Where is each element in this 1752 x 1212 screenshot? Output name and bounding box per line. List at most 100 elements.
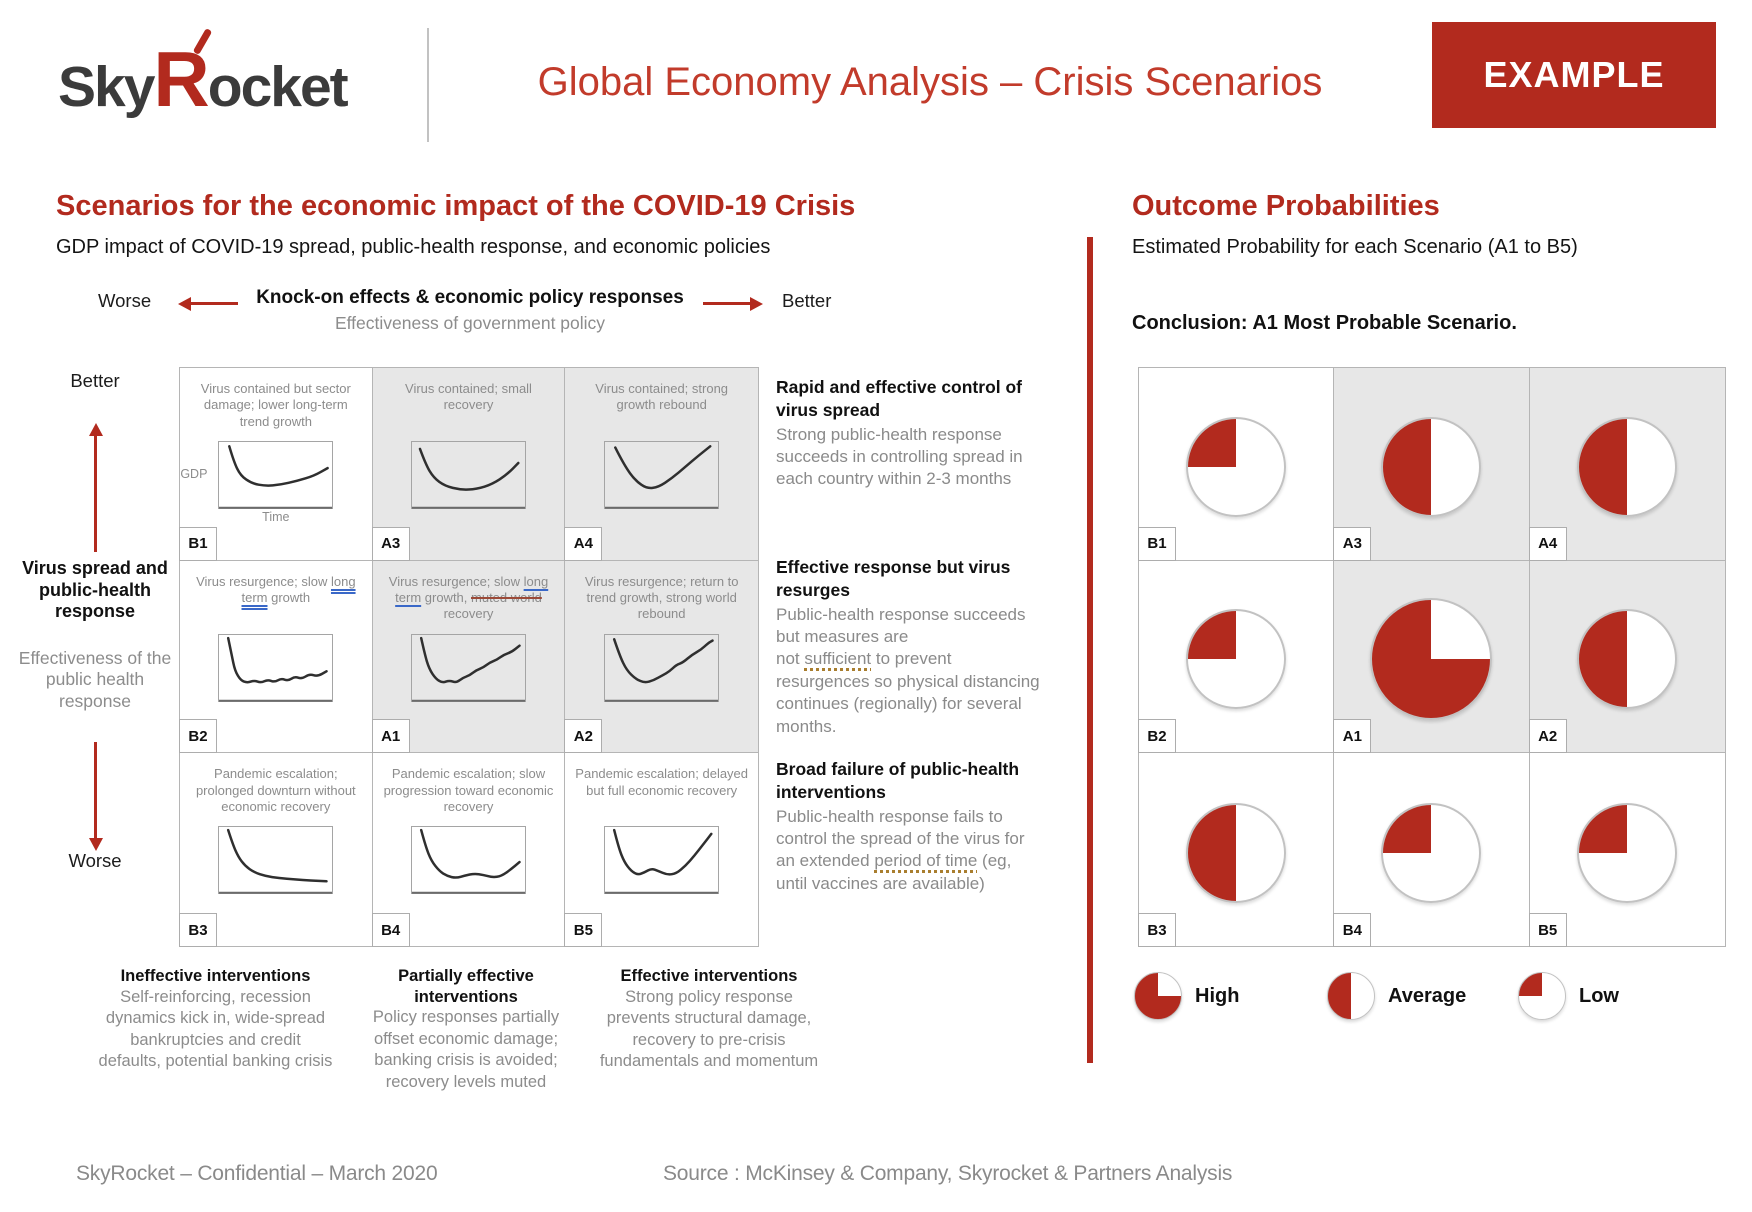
scenario-id-tag: A1: [1333, 719, 1372, 754]
probability-pie-chart: [1577, 609, 1678, 710]
scenario-descriptions: Rapid and effective control of virus spr…: [776, 0, 1044, 1000]
intervention-heading: Effective interventions: [620, 967, 798, 985]
scenario-caption: Virus resurgence; slow long term growth: [196, 573, 356, 605]
scenario-id-tag: B2: [179, 719, 217, 754]
gdp-chart: [410, 633, 526, 702]
scenario-cell: Virus contained; strong growth rebound A…: [564, 368, 758, 561]
conclusion-text: Conclusion: A1 Most Probable Scenario.: [1132, 312, 1517, 334]
probability-pie-chart: [1186, 802, 1287, 903]
probability-pie-chart: [1186, 416, 1287, 517]
intervention-note: Effective interventions Strong policy re…: [598, 966, 820, 1072]
legend-pie-icon: [1327, 972, 1375, 1020]
gdp-curve-chart: [218, 633, 334, 702]
scenario-caption: Pandemic escalation; slow progression to…: [383, 766, 554, 814]
y-axis-worse-label: Worse: [68, 850, 122, 871]
gdp-chart: [604, 633, 720, 702]
logo-text: Sky: [58, 55, 155, 119]
probability-pie-chart: [1577, 802, 1678, 903]
scenario-id-tag: B3: [179, 913, 217, 947]
legend-pie-icon: [1518, 972, 1566, 1020]
probability-cell: A3: [1333, 368, 1530, 561]
scenario-cell: Virus resurgence; slow long term growth …: [179, 560, 373, 754]
description-body: Public-health response fails to control …: [776, 806, 1025, 893]
probability-pie-chart: [1370, 598, 1493, 721]
scenario-cell: Pandemic escalation; slow progression to…: [371, 753, 566, 947]
scenario-caption: Virus contained but sector damage; lower…: [200, 381, 351, 429]
scenario-id-tag: A2: [564, 719, 603, 754]
y-axis-title: Virus spread and public-health response: [22, 558, 168, 622]
scenario-id-tag: A4: [1528, 526, 1567, 561]
probability-cell: A2: [1528, 560, 1725, 754]
x-axis-title: Knock-on effects & economic policy respo…: [256, 287, 684, 308]
probability-cell: B1: [1138, 368, 1335, 561]
gdp-chart: GDP Time: [180, 441, 334, 524]
scenario-cell: Virus resurgence; return to trend growth…: [564, 560, 758, 754]
legend-pie-icon: [1134, 972, 1182, 1020]
x-axis-worse-label: Worse: [98, 290, 152, 311]
description-body: Strong public-health response succeeds i…: [776, 424, 1023, 489]
probability-cell: B4: [1333, 753, 1530, 947]
scenario-id-tag: A1: [371, 719, 410, 754]
description-body: Public-health response succeeds but meas…: [776, 604, 1040, 736]
probability-cell: B2: [1138, 560, 1335, 754]
logo-text: ocket: [207, 55, 349, 119]
intervention-heading: Ineffective interventions: [120, 967, 311, 985]
scenario-id-tag: A3: [1333, 526, 1372, 561]
time-axis-label: Time: [262, 510, 290, 524]
intervention-heading: Partially effective interventions: [398, 967, 534, 1006]
scenario-id-tag: A4: [564, 526, 603, 561]
y-axis-subtitle: Effectiveness of the public health respo…: [18, 648, 172, 711]
gdp-curve-chart: [218, 826, 334, 895]
scenario-caption: Pandemic escalation; prolonged downturn …: [195, 766, 356, 814]
description-heading: Rapid and effective control of virus spr…: [776, 377, 1022, 420]
scenario-cell: Pandemic escalation; delayed but full ec…: [564, 753, 758, 947]
legend-item: Low: [1518, 972, 1619, 1020]
arrow-right-icon: [703, 297, 763, 311]
left-section-title: Scenarios for the economic impact of the…: [56, 190, 856, 222]
scenario-matrix: Virus contained but sector damage; lower…: [179, 367, 759, 947]
probability-pie-chart: [1381, 416, 1482, 517]
probability-pie-chart: [1381, 802, 1482, 903]
scenario-description: Broad failure of public-health intervent…: [776, 758, 1044, 895]
logo-r: R: [153, 28, 213, 118]
gdp-curve-chart: [604, 826, 720, 895]
scenario-id-tag: B3: [1138, 913, 1176, 947]
scenario-caption: Virus contained; small recovery: [405, 381, 532, 413]
intervention-body: Self-reinforcing, recession dynamics kic…: [98, 987, 333, 1070]
x-axis-better-label: Better: [782, 290, 832, 311]
gdp-curve-chart: [410, 826, 526, 895]
scenario-cell: Virus contained but sector damage; lower…: [179, 368, 373, 561]
right-section-subtitle: Estimated Probability for each Scenario …: [1132, 236, 1578, 258]
scenario-caption: Virus resurgence; slow long term growth,…: [388, 573, 549, 622]
y-axis-better-label: Better: [70, 370, 120, 391]
intervention-body: Policy responses partially offset econom…: [372, 1008, 560, 1091]
scenario-id-tag: B5: [1528, 913, 1567, 947]
gdp-curve-chart: [218, 441, 334, 509]
gdp-chart: [218, 826, 334, 895]
scenario-id-tag: B4: [371, 913, 410, 947]
probability-cell: A4: [1528, 368, 1725, 561]
probability-cell: B5: [1528, 753, 1725, 947]
legend-label: Average: [1388, 984, 1467, 1007]
scenario-cell: Virus resurgence; slow long term growth,…: [371, 560, 566, 754]
probability-matrix: B1 A3 A4 B2 A1 A2 B3 B4 B5: [1138, 367, 1726, 947]
gdp-curve-chart: [410, 633, 526, 702]
gdp-curve-chart: [410, 441, 526, 509]
right-section-title: Outcome Probabilities: [1132, 190, 1440, 222]
legend-item: Average: [1327, 972, 1466, 1020]
scenario-cell: Virus contained; small recovery A3: [371, 368, 566, 561]
scenario-id-tag: B2: [1138, 719, 1176, 754]
scenario-cell: Pandemic escalation; prolonged downturn …: [179, 753, 373, 947]
gdp-axis-label: GDP: [180, 467, 208, 481]
intervention-note: Partially effective interventions Policy…: [352, 966, 580, 1093]
panel-divider: [1087, 237, 1093, 1063]
scenario-description: Rapid and effective control of virus spr…: [776, 376, 1044, 491]
legend-label: High: [1195, 984, 1240, 1007]
gdp-curve-chart: [604, 633, 720, 702]
description-heading: Effective response but virus resurges: [776, 557, 1011, 600]
x-axis-subtitle: Effectiveness of government policy: [334, 313, 606, 333]
scenario-caption: Virus contained; strong growth rebound: [595, 381, 729, 413]
arrow-down-icon: [88, 742, 103, 851]
slide-title: Global Economy Analysis – Crisis Scenari…: [537, 60, 1323, 104]
